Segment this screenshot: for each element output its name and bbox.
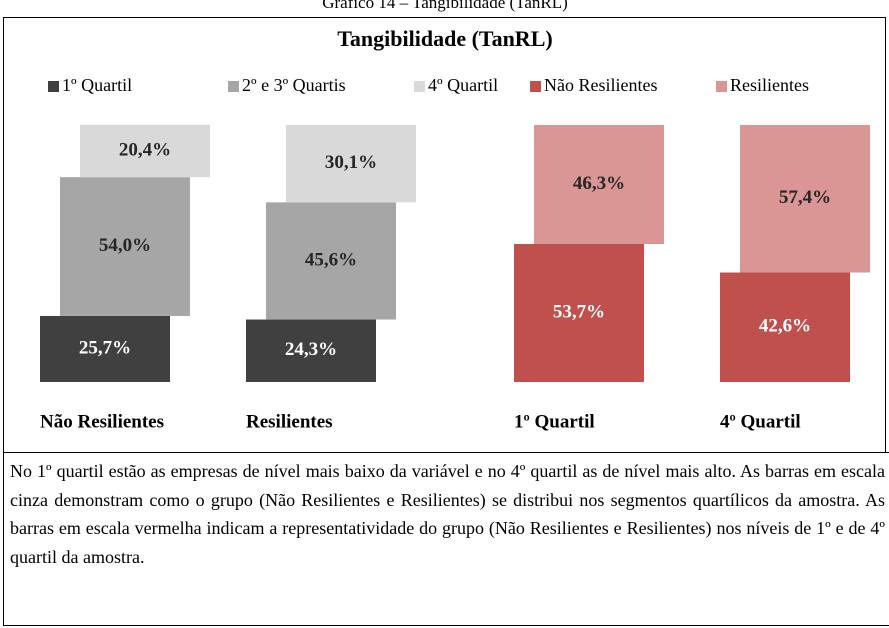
value-label: 53,7% [553,301,605,322]
chart-title: Tangibilidade (TanRL) [337,26,552,51]
bar-segment [60,177,190,316]
chart-border [3,17,886,452]
caption: Gráfico 14 – Tangibilidade (TanRL) [322,0,568,12]
value-label: 25,7% [79,337,131,358]
legend-label: Não Resilientes [544,75,657,95]
legend-label: 1º Quartil [62,75,132,95]
value-label: 42,6% [759,316,811,337]
legend-label: 2º e 3º Quartis [242,75,346,95]
legend-label: Resilientes [730,75,809,95]
value-label: 54,0% [99,235,151,256]
legend-swatch [530,81,541,92]
note: No 1º quartil estão as empresas de nível… [3,452,889,626]
x-tick-label: 1º Quartil [514,411,595,432]
bar-segment [720,272,850,382]
x-tick-label: 4º Quartil [720,411,801,432]
value-label: 30,1% [325,152,377,173]
value-label: 57,4% [779,187,831,208]
value-label: 46,3% [573,173,625,194]
bar-segment [514,243,644,382]
bar-segment [80,124,210,178]
bar-segment [286,125,416,203]
bar-segment [740,125,870,273]
legend-label: 4º Quartil [428,75,498,95]
value-label: 24,3% [285,339,337,360]
x-tick-label: Não Resilientes [40,411,164,432]
bar-segment [246,319,376,382]
legend-swatch [48,81,59,92]
bar-segment [266,202,396,320]
value-label: 20,4% [119,139,171,160]
legend-swatch [414,81,425,92]
legend-swatch [228,81,239,92]
x-tick-label: Resilientes [246,411,333,432]
value-label: 45,6% [305,249,357,270]
bar-segment [40,315,170,382]
chart: Gráfico 14 – Tangibilidade (TanRL) Tangi… [3,0,886,452]
bar-segment [534,125,664,244]
legend-swatch [716,81,727,92]
